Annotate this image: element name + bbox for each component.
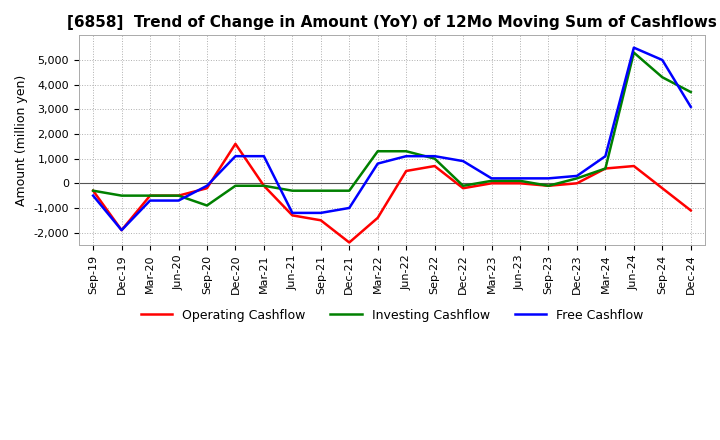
Free Cashflow: [459, 158, 467, 164]
Operating Cashflow: [402, 169, 410, 174]
Investing Cashflow: [629, 50, 638, 55]
Operating Cashflow: [202, 186, 211, 191]
Operating Cashflow: [601, 166, 610, 171]
Free Cashflow: [601, 154, 610, 159]
Title: [6858]  Trend of Change in Amount (YoY) of 12Mo Moving Sum of Cashflows: [6858] Trend of Change in Amount (YoY) o…: [67, 15, 717, 30]
Operating Cashflow: [431, 163, 439, 169]
Free Cashflow: [260, 154, 269, 159]
Investing Cashflow: [231, 183, 240, 188]
Free Cashflow: [686, 104, 695, 110]
Free Cashflow: [317, 210, 325, 216]
Line: Investing Cashflow: Investing Cashflow: [93, 53, 690, 205]
Operating Cashflow: [516, 181, 524, 186]
Operating Cashflow: [288, 213, 297, 218]
Operating Cashflow: [686, 208, 695, 213]
Free Cashflow: [402, 154, 410, 159]
Line: Operating Cashflow: Operating Cashflow: [93, 144, 690, 242]
Free Cashflow: [487, 176, 496, 181]
Investing Cashflow: [686, 89, 695, 95]
Line: Free Cashflow: Free Cashflow: [93, 48, 690, 230]
Investing Cashflow: [374, 149, 382, 154]
Free Cashflow: [145, 198, 154, 203]
Operating Cashflow: [231, 141, 240, 147]
Investing Cashflow: [317, 188, 325, 193]
Investing Cashflow: [402, 149, 410, 154]
Free Cashflow: [374, 161, 382, 166]
Free Cashflow: [202, 183, 211, 188]
Free Cashflow: [658, 57, 667, 62]
Free Cashflow: [117, 227, 126, 233]
Investing Cashflow: [345, 188, 354, 193]
Legend: Operating Cashflow, Investing Cashflow, Free Cashflow: Operating Cashflow, Investing Cashflow, …: [135, 304, 648, 327]
Operating Cashflow: [459, 186, 467, 191]
Investing Cashflow: [487, 178, 496, 183]
Investing Cashflow: [202, 203, 211, 208]
Investing Cashflow: [658, 75, 667, 80]
Operating Cashflow: [145, 193, 154, 198]
Operating Cashflow: [117, 227, 126, 233]
Free Cashflow: [544, 176, 553, 181]
Operating Cashflow: [260, 183, 269, 188]
Investing Cashflow: [516, 178, 524, 183]
Investing Cashflow: [459, 183, 467, 188]
Free Cashflow: [288, 210, 297, 216]
Free Cashflow: [174, 198, 183, 203]
Operating Cashflow: [658, 186, 667, 191]
Y-axis label: Amount (million yen): Amount (million yen): [15, 74, 28, 206]
Investing Cashflow: [260, 183, 269, 188]
Investing Cashflow: [288, 188, 297, 193]
Operating Cashflow: [345, 240, 354, 245]
Investing Cashflow: [89, 188, 97, 193]
Investing Cashflow: [601, 166, 610, 171]
Free Cashflow: [431, 154, 439, 159]
Free Cashflow: [629, 45, 638, 50]
Investing Cashflow: [117, 193, 126, 198]
Operating Cashflow: [629, 163, 638, 169]
Free Cashflow: [516, 176, 524, 181]
Operating Cashflow: [174, 193, 183, 198]
Investing Cashflow: [544, 183, 553, 188]
Investing Cashflow: [572, 176, 581, 181]
Operating Cashflow: [487, 181, 496, 186]
Operating Cashflow: [317, 218, 325, 223]
Free Cashflow: [231, 154, 240, 159]
Investing Cashflow: [431, 156, 439, 161]
Operating Cashflow: [89, 188, 97, 193]
Free Cashflow: [89, 193, 97, 198]
Free Cashflow: [572, 173, 581, 179]
Operating Cashflow: [544, 183, 553, 188]
Investing Cashflow: [145, 193, 154, 198]
Free Cashflow: [345, 205, 354, 211]
Operating Cashflow: [374, 215, 382, 220]
Operating Cashflow: [572, 181, 581, 186]
Investing Cashflow: [174, 193, 183, 198]
